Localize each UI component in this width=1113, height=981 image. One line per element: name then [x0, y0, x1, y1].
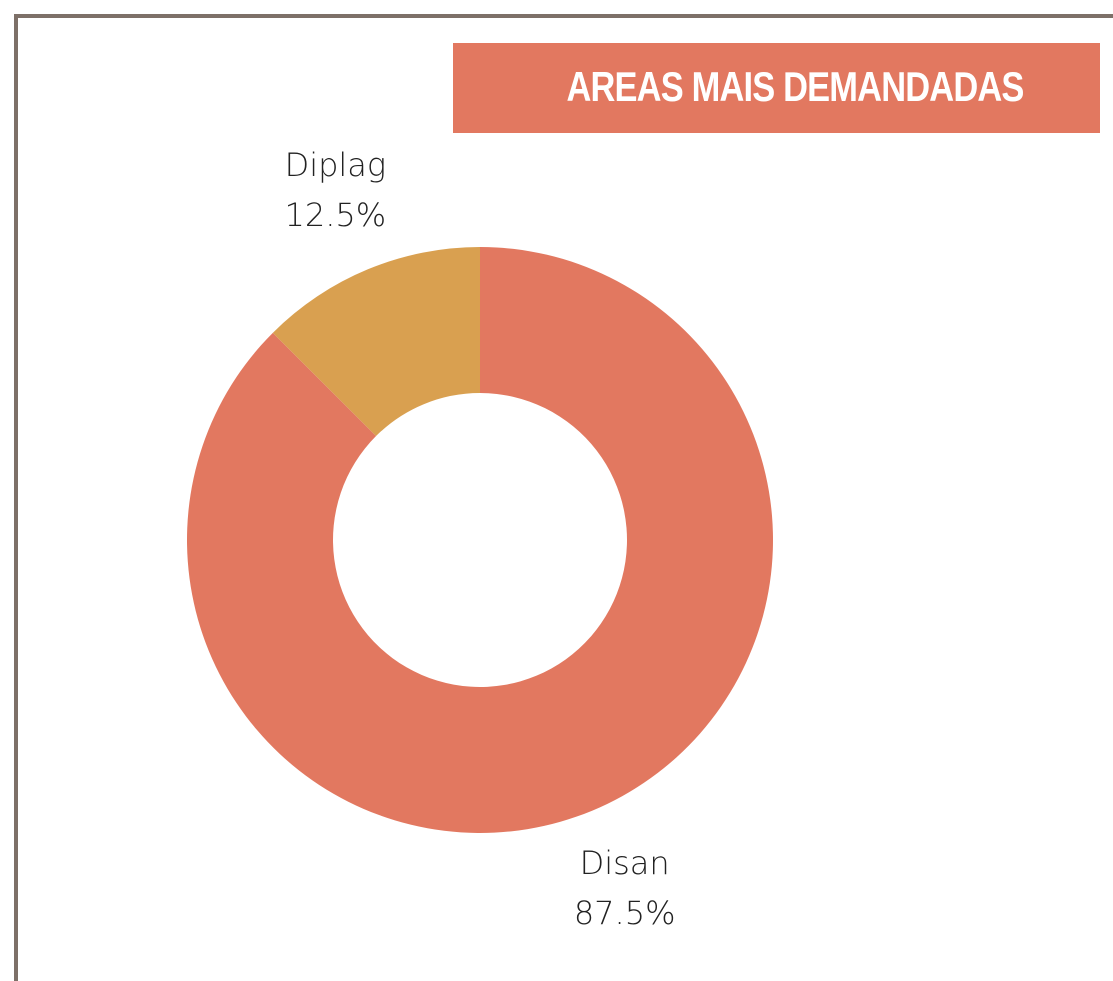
slice-value: 87.5% [574, 894, 676, 932]
slice-value: 12.5% [285, 196, 387, 234]
donut-slice [272, 247, 480, 437]
donut-slice [186, 247, 774, 833]
frame [14, 14, 1113, 981]
slice-label: Disan [580, 844, 670, 882]
slice-label: Diplag [285, 146, 387, 184]
title-banner [453, 43, 1100, 133]
chart-title: AREAS MAIS DEMANDADAS [566, 64, 1023, 111]
